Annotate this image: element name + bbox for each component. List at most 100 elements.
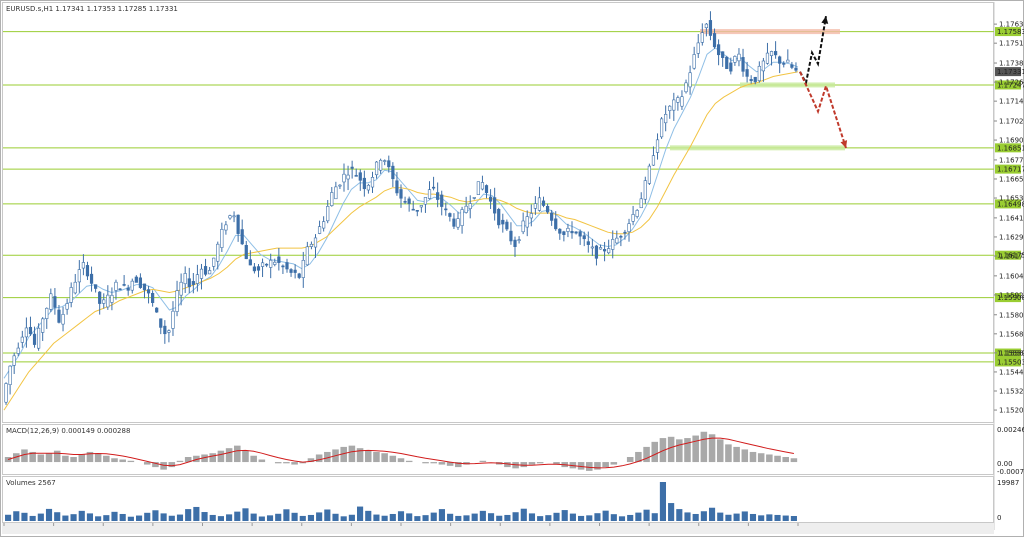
candle-body: [700, 32, 704, 43]
candle-body: [611, 239, 615, 250]
bearish-arrow-head: [840, 140, 848, 148]
candle-body: [659, 118, 664, 138]
candle-body: [285, 262, 289, 270]
candle-body: [126, 287, 130, 291]
candle-body: [163, 325, 167, 335]
candle-body: [301, 260, 305, 278]
candle-body: [281, 265, 285, 268]
candle-body: [668, 105, 672, 111]
candle-body: [607, 248, 611, 254]
candle-body: [721, 51, 725, 58]
candle-body: [212, 257, 216, 267]
candle-body: [69, 287, 73, 303]
candle-body: [81, 262, 85, 269]
candle-body: [49, 293, 53, 310]
candle-body: [688, 72, 692, 88]
candle-body: [114, 281, 118, 291]
candle-body: [171, 310, 175, 329]
candle-body: [122, 284, 126, 286]
candle-body: [53, 296, 57, 308]
candle-body: [716, 44, 721, 56]
candle-body: [419, 205, 423, 208]
candle-body: [566, 227, 570, 232]
candle-body: [102, 299, 106, 304]
candle-body: [448, 213, 452, 217]
candle-body: [24, 327, 28, 338]
horizontal-levels[interactable]: 1.17583 1.17247 1.16851 1.16717 1.16498 1.161…: [3, 27, 1024, 367]
current-price-tag: [995, 67, 1021, 77]
candle-body: [175, 290, 179, 312]
candle-body: [260, 262, 265, 267]
candle-body: [374, 161, 379, 176]
y-tick-label: 1.15320: [999, 388, 1024, 396]
candle-body: [476, 181, 480, 195]
candle-body: [387, 160, 391, 168]
candle-body: [57, 309, 61, 323]
candle-body: [680, 96, 684, 107]
candle-body: [521, 220, 525, 233]
y-tick-label: 1.15440: [999, 368, 1024, 376]
candle-body: [647, 165, 651, 184]
candle-body: [501, 219, 505, 225]
candle-body: [354, 175, 358, 177]
level-tag-label: 1.16175: [997, 252, 1024, 260]
candle-body: [403, 201, 407, 203]
candle-body: [582, 235, 586, 240]
candle-body: [619, 235, 623, 238]
symbol-header: EURUSD.s,H1 1.17341 1.17353 1.17285 1.17…: [6, 5, 178, 13]
candle-body: [379, 159, 383, 171]
candle-body: [61, 314, 65, 325]
candle-body: [558, 228, 562, 234]
candle-body: [480, 182, 485, 190]
bearish-arrow: [799, 71, 847, 149]
candle-body: [208, 270, 212, 275]
ma-fast-line: [3, 47, 799, 379]
candle-body: [391, 165, 395, 180]
candle-body: [256, 266, 261, 271]
candle-body: [146, 289, 151, 294]
level-tag-label: 1.16717: [997, 166, 1024, 174]
candle-body: [782, 63, 786, 65]
candle-body: [436, 192, 440, 200]
candle-body: [326, 206, 330, 222]
candle-body: [533, 203, 537, 209]
highlight-zones: [670, 29, 845, 151]
candle-body: [493, 197, 497, 214]
candle-body: [586, 241, 590, 245]
macd-bottom-label: -0.000788: [997, 468, 1024, 476]
candle-body: [232, 215, 236, 218]
candle-body: [464, 205, 468, 213]
level-tag: [995, 357, 1021, 367]
candle-body: [708, 20, 713, 36]
candle-body: [712, 33, 717, 48]
candle-body: [289, 269, 293, 273]
candle-body: [631, 214, 635, 222]
candle-body: [664, 114, 668, 124]
candle-body: [725, 56, 729, 70]
candle-body: [729, 62, 733, 72]
candle-body: [330, 192, 334, 206]
candle-body: [216, 243, 220, 262]
y-tick-label: 1.17510: [999, 40, 1024, 48]
candle-body: [790, 64, 794, 68]
candle-body: [334, 186, 338, 200]
candle-body: [761, 60, 765, 72]
candle-body: [183, 273, 187, 285]
candle-body: [676, 97, 680, 103]
level-tag: [995, 250, 1021, 260]
candle-body: [370, 177, 375, 188]
candle-body: [342, 173, 346, 183]
candle-body: [159, 318, 163, 328]
candle-body: [509, 230, 513, 242]
candle-body: [774, 51, 778, 56]
candle-body: [497, 209, 501, 226]
forecast-arrows[interactable]: [799, 16, 848, 149]
candle-body: [224, 224, 228, 231]
candle-body: [20, 336, 24, 343]
candle-body: [269, 259, 273, 268]
time-axis-ticks: [3, 523, 799, 526]
candle-body: [769, 51, 774, 56]
candle-body: [236, 214, 240, 234]
candle-body: [517, 239, 521, 241]
